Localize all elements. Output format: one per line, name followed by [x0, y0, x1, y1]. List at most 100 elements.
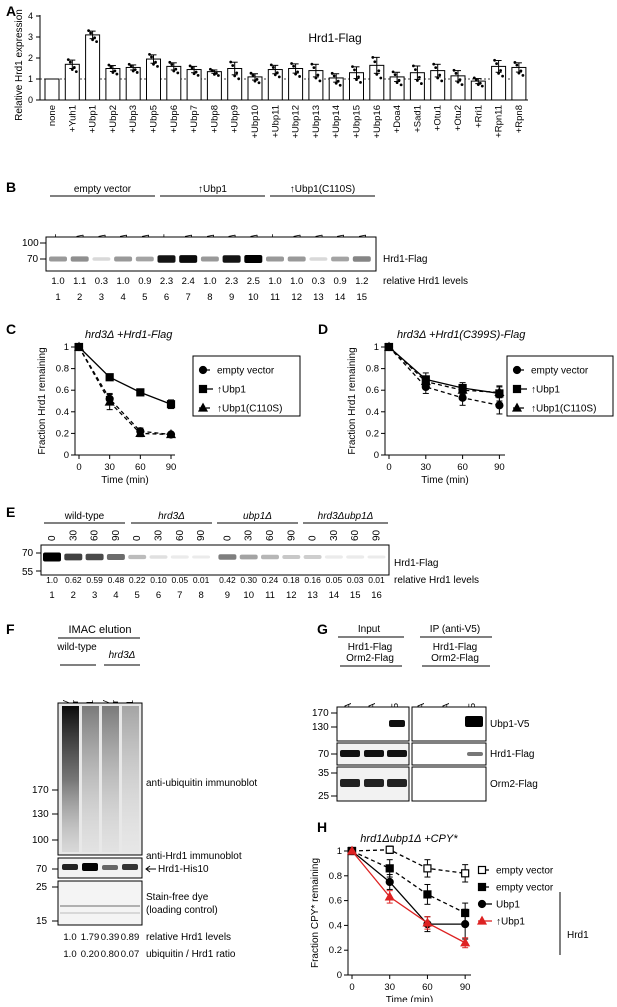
panelC-title: hrd3Δ +Hrd1-Flag [85, 329, 173, 341]
panelD-point [457, 384, 468, 394]
panel-b-level-value: 0.3 [95, 276, 108, 287]
panelC-point [135, 427, 146, 437]
panel-e-level-value: 0.59 [86, 575, 103, 585]
panelC-legend-label: ↑Ubp1(C110S) [217, 404, 282, 415]
panelH-series-line [351, 850, 466, 925]
panel-a-datapoint [373, 60, 377, 64]
panel-a-bar [44, 78, 60, 101]
panel-a-datapoint [310, 62, 314, 66]
panelD-xtick-label: 90 [494, 462, 505, 473]
panel-g-mw-170: 170 [312, 708, 329, 719]
panel-a-datapoint [271, 66, 275, 69]
panel-a-xlabel: +Ubp5 [149, 105, 160, 133]
panel-a-xlabel: +Ubp11 [270, 105, 281, 138]
panel-b-lane-number: 4 [120, 292, 125, 303]
panel-e-lane-number: 14 [329, 590, 340, 601]
panel-a-datapoint [474, 78, 478, 82]
panel-e-lane-number: 10 [243, 590, 254, 601]
panelH-legend-marker [477, 865, 487, 875]
panel-e-level-value: 0.01 [193, 575, 210, 585]
panel-b-level-value: 0.9 [138, 276, 151, 287]
panel-e-lane-number: 2 [71, 590, 76, 601]
panel-b-band [200, 256, 219, 262]
panel-a-datapoint [375, 72, 379, 76]
panel-a-datapoint [275, 71, 279, 75]
panelC-legend-label: empty vector [217, 366, 275, 377]
panel-a-datapoint [412, 64, 415, 68]
panel-a-xlabel: +Rri1 [473, 105, 484, 128]
panelC-point [166, 400, 176, 409]
panel-a-datapoint [314, 76, 318, 80]
panelC-xtick-label: 30 [104, 462, 115, 473]
panel-h-bracket-label: Hrd1 [567, 930, 589, 941]
panel-b-lane-number: 10 [248, 292, 259, 303]
panelD-legend [506, 355, 614, 417]
panel-a-datapoint [517, 71, 521, 75]
panel-e-band [324, 555, 343, 559]
panel-b-level-value: 1.0 [268, 276, 281, 287]
panel-e-level-value: 0.18 [283, 575, 300, 585]
panel-a-datapoint [174, 67, 178, 71]
panel-a-datapoint [233, 74, 237, 78]
panel-a-xlabel: +Ubp2 [108, 105, 119, 133]
panel-e-lane-number: 4 [113, 590, 118, 601]
panel-e-lane-number: 1 [49, 590, 54, 601]
panel-g-band-hrd1: Hrd1-Flag [490, 749, 534, 760]
panelH-legend-marker [476, 915, 488, 925]
panel-a-datapoint [458, 78, 462, 82]
panel-a-datapoint [432, 62, 436, 66]
panel-a-datapoint [377, 69, 381, 73]
panel-a-datapoint [253, 79, 257, 83]
panelH-point [423, 864, 432, 873]
panel-a-datapoint [493, 58, 496, 62]
panel-a-ytick-label: 4 [28, 11, 33, 21]
panel-b-level-value: 1.0 [290, 276, 303, 287]
panel-b-lane-number: 7 [186, 292, 191, 303]
panelD-ytick-label: 0.2 [366, 428, 379, 439]
panel-e-lane-number: 5 [135, 590, 140, 601]
panel-e-band [346, 555, 365, 559]
panelC-point [73, 341, 85, 351]
panel-b-level-value: 2.5 [247, 276, 260, 287]
panel-a-bar-chart: Hrd1-Flag Relative Hrd1 expression 0 1 2 3 4… [14, 9, 528, 139]
panel-e-time-label: 60 [175, 529, 186, 541]
panel-a-datapoint [209, 67, 212, 71]
panelD-ylabel: Fraction Hrd1 remaining [347, 347, 358, 454]
panel-g-band-ubp1: Ubp1-V5 [490, 719, 530, 730]
panel-a-datapoint [312, 66, 316, 70]
panel-a-datapoint [478, 81, 482, 85]
panel-b-level-value: 0.3 [312, 276, 325, 287]
panelH-legend-marker [477, 899, 487, 909]
panel-e-level-value: 0.42 [219, 575, 236, 585]
panel-g-mw-70: 70 [318, 749, 330, 760]
panel-a-datapoint [353, 68, 356, 72]
panel-e-level-value: 0.24 [262, 575, 279, 585]
panel-g-input: Input [358, 624, 380, 635]
panel-a-datapoint [420, 82, 423, 85]
panel-a-xlabel: +Ubp14 [331, 105, 342, 139]
panel-a-ytick-label: 2 [28, 53, 33, 63]
panel-e-band [128, 554, 147, 560]
panel-e-time-label: 90 [111, 529, 122, 541]
panel-letter-b: B [6, 179, 16, 195]
panelC-xtick-label: 0 [76, 462, 81, 473]
panelD-ytick-label: 0.4 [366, 407, 379, 418]
panel-e-group-label: hrd3Δ [158, 511, 185, 522]
panel-e-time-label: 30 [244, 529, 255, 541]
panel-b-band [309, 257, 328, 261]
panel-g-strain2-input: Orm2-Flag [346, 653, 394, 664]
panelC-legend-marker [197, 402, 209, 412]
panel-e-time-label: 0 [132, 535, 143, 541]
panelH-ylabel: Fraction CPY* remaining [310, 858, 321, 968]
panel-e-time-label: 60 [90, 529, 101, 541]
panel-e-lane-number: 8 [198, 590, 203, 601]
panel-f-level-value: 0.39 [101, 932, 120, 943]
panel-a-datapoint [91, 38, 94, 42]
panelC-legend-marker [198, 365, 208, 375]
panel-a-datapoint [316, 73, 320, 77]
panel-e-time-label: 60 [265, 529, 276, 541]
panelH-ytick-label: 0.6 [329, 896, 342, 907]
panelD-ytick-label: 0.8 [366, 364, 379, 375]
panel-a-xlabel: +Ubp1 [88, 105, 99, 133]
